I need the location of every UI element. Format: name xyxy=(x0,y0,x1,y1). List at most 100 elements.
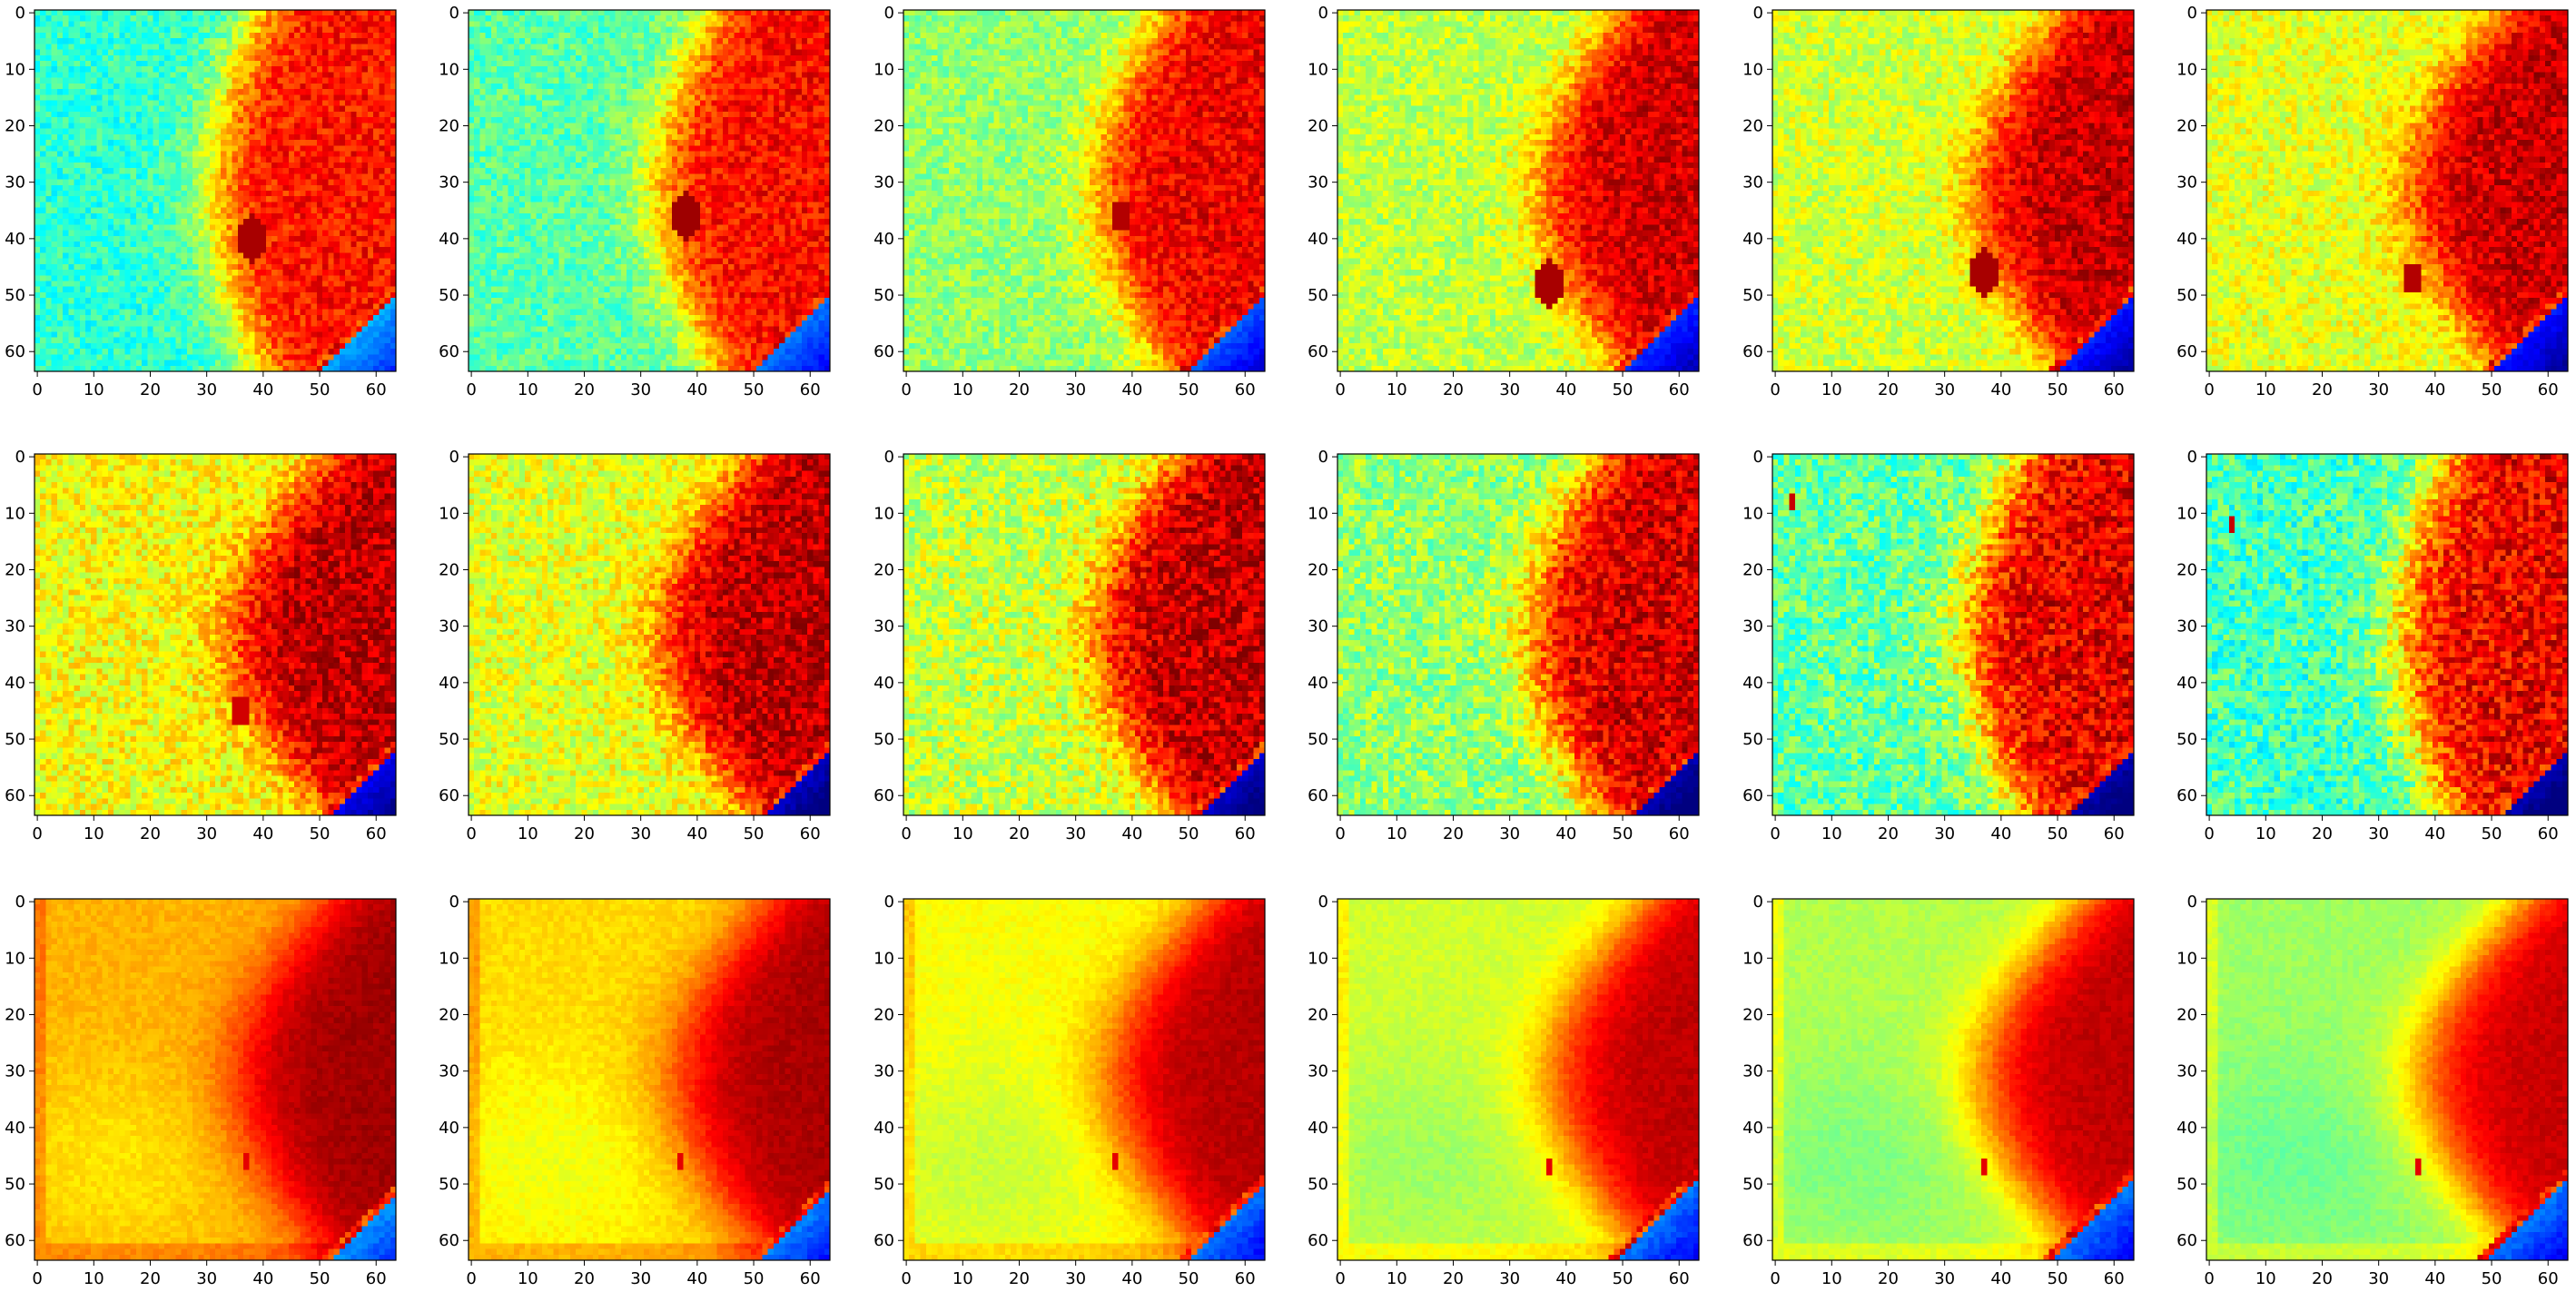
y-tick-label: 40 xyxy=(873,230,894,249)
heatmap-image xyxy=(1772,454,2134,815)
axes-frame xyxy=(2206,453,2569,816)
x-tick-label: 10 xyxy=(2255,1269,2276,1288)
x-tick-label: 40 xyxy=(252,380,273,399)
x-tick-label: 60 xyxy=(2104,1269,2125,1288)
heatmap-panel: 0 10 20 30 40 50 60 0 10 20 30 40 50 60 xyxy=(2176,893,2569,1288)
x-tick-label: 20 xyxy=(140,824,161,843)
x-tick-label: 50 xyxy=(1179,824,1199,843)
y-tick-label: 20 xyxy=(1308,116,1328,135)
heatmap-image xyxy=(903,10,1265,371)
x-tick-label: 20 xyxy=(574,1269,595,1288)
y-tick-label: 50 xyxy=(5,1175,25,1194)
x-tick-label: 20 xyxy=(2312,824,2333,843)
y-tick-label: 40 xyxy=(2176,1119,2197,1138)
y-tick-label: 10 xyxy=(1308,949,1328,968)
heatmap-image xyxy=(35,454,396,815)
x-tick-label: 0 xyxy=(2204,380,2214,399)
y-tick-label: 0 xyxy=(1318,4,1328,23)
x-tick-label: 50 xyxy=(1179,380,1199,399)
heatmap-image xyxy=(1337,10,1699,371)
y-tick-label: 10 xyxy=(439,60,459,79)
x-tick-label: 60 xyxy=(800,1269,821,1288)
axes-frame xyxy=(468,898,831,1261)
x-tick-label: 60 xyxy=(2104,380,2125,399)
x-tick-label: 30 xyxy=(1934,380,1955,399)
x-tick-label: 10 xyxy=(1821,824,1842,843)
x-tick-label: 20 xyxy=(140,380,161,399)
y-tick-label: 0 xyxy=(1753,448,1763,467)
x-tick-label: 10 xyxy=(952,1269,973,1288)
x-tick-label: 60 xyxy=(1235,1269,1256,1288)
y-tick-label: 50 xyxy=(873,286,894,305)
x-tick-label: 0 xyxy=(2204,1269,2214,1288)
x-tick-label: 10 xyxy=(1821,380,1842,399)
heatmap-panel: 0 10 20 30 40 50 60 0 10 20 30 40 50 60 xyxy=(873,448,1266,843)
x-tick-label: 20 xyxy=(1009,824,1030,843)
x-tick-label: 60 xyxy=(2104,824,2125,843)
x-tick-label: 20 xyxy=(1443,824,1464,843)
heatmap-image xyxy=(2206,899,2568,1260)
y-tick-label: 50 xyxy=(1308,286,1328,305)
axes-frame xyxy=(903,898,1266,1261)
x-tick-label: 20 xyxy=(1878,1269,1899,1288)
x-tick-label: 20 xyxy=(2312,380,2333,399)
x-tick-label: 10 xyxy=(84,824,104,843)
x-tick-label: 60 xyxy=(366,1269,387,1288)
y-tick-label: 30 xyxy=(1742,617,1763,636)
axes-frame xyxy=(468,453,831,816)
x-tick-label: 50 xyxy=(310,380,331,399)
x-tick-label: 50 xyxy=(2482,380,2502,399)
y-tick-label: 60 xyxy=(1742,1231,1763,1250)
y-tick-label: 20 xyxy=(439,1005,459,1024)
y-tick-label: 30 xyxy=(1742,1062,1763,1081)
x-tick-label: 40 xyxy=(252,824,273,843)
heatmap-image xyxy=(2206,454,2568,815)
y-tick-label: 40 xyxy=(1308,674,1328,693)
x-tick-label: 40 xyxy=(2424,380,2445,399)
heatmap-image xyxy=(1772,10,2134,371)
x-tick-label: 20 xyxy=(574,380,595,399)
axes-frame xyxy=(1337,9,1700,372)
x-tick-label: 50 xyxy=(310,824,331,843)
x-tick-label: 60 xyxy=(1669,824,1690,843)
x-tick-label: 40 xyxy=(2424,1269,2445,1288)
x-tick-label: 60 xyxy=(2538,380,2559,399)
x-tick-label: 50 xyxy=(2048,824,2068,843)
y-tick-label: 40 xyxy=(439,674,459,693)
y-tick-label: 0 xyxy=(2187,448,2197,467)
y-tick-label: 10 xyxy=(2176,504,2197,523)
x-tick-label: 20 xyxy=(574,824,595,843)
y-tick-label: 60 xyxy=(873,786,894,805)
heatmap-image xyxy=(469,10,830,371)
x-tick-label: 50 xyxy=(744,824,765,843)
y-tick-label: 40 xyxy=(5,1119,25,1138)
x-tick-label: 30 xyxy=(1499,380,1520,399)
x-tick-label: 30 xyxy=(630,824,651,843)
heatmap-panel: 0 10 20 30 40 50 60 0 10 20 30 40 50 60 xyxy=(5,4,397,399)
x-tick-label: 0 xyxy=(901,824,911,843)
x-tick-label: 40 xyxy=(1555,1269,1576,1288)
y-tick-label: 40 xyxy=(1742,230,1763,249)
y-tick-label: 0 xyxy=(15,4,25,23)
axes-frame xyxy=(903,9,1266,372)
y-tick-label: 60 xyxy=(439,1231,459,1250)
y-tick-label: 10 xyxy=(1742,60,1763,79)
x-tick-label: 30 xyxy=(1065,380,1086,399)
y-tick-label: 60 xyxy=(1308,342,1328,361)
y-tick-label: 40 xyxy=(1742,1119,1763,1138)
heatmap-image xyxy=(903,454,1265,815)
x-tick-label: 0 xyxy=(1335,380,1345,399)
x-tick-label: 60 xyxy=(2538,1269,2559,1288)
y-tick-label: 0 xyxy=(2187,4,2197,23)
x-tick-label: 0 xyxy=(901,380,911,399)
x-tick-label: 20 xyxy=(2312,1269,2333,1288)
x-tick-label: 30 xyxy=(1065,824,1086,843)
x-tick-label: 30 xyxy=(196,380,217,399)
x-tick-label: 10 xyxy=(1387,1269,1407,1288)
x-tick-label: 20 xyxy=(1009,1269,1030,1288)
y-tick-label: 40 xyxy=(439,1119,459,1138)
x-tick-label: 0 xyxy=(1335,824,1345,843)
x-tick-label: 40 xyxy=(1121,380,1142,399)
axes-frame xyxy=(1337,898,1700,1261)
heatmap-image xyxy=(35,10,396,371)
